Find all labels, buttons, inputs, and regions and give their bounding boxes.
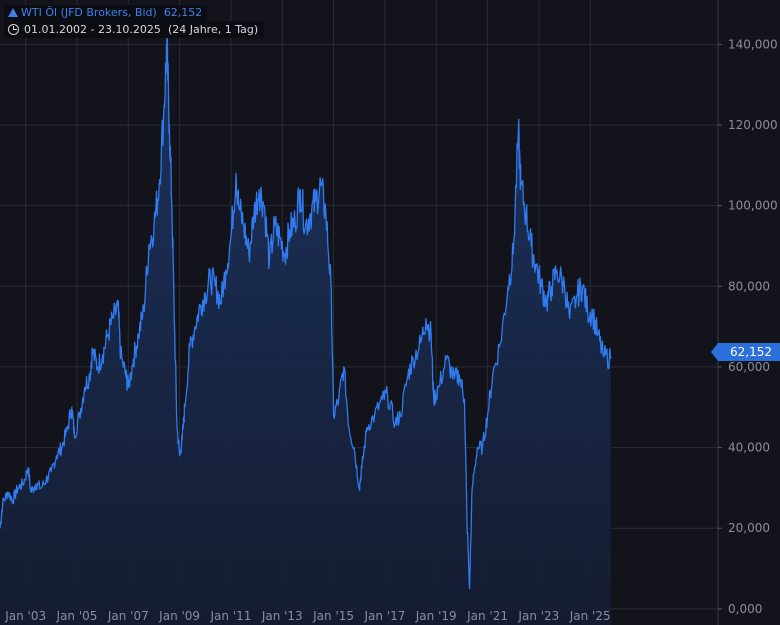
price-line bbox=[0, 34, 612, 590]
y-tick-label: 20,000 bbox=[728, 521, 770, 535]
last-price-value: 62,152 bbox=[730, 345, 772, 359]
x-tick-label: Jan '11 bbox=[209, 609, 251, 623]
y-tick-label: 100,000 bbox=[728, 199, 778, 213]
x-tick-label: Jan '09 bbox=[158, 609, 200, 623]
x-tick-label: Jan '07 bbox=[107, 609, 149, 623]
x-tick-label: Jan '21 bbox=[466, 609, 508, 623]
x-tick-label: Jan '17 bbox=[363, 609, 405, 623]
y-tick-label: 0,000 bbox=[728, 602, 762, 616]
last-price-badge: 62,152 bbox=[711, 343, 780, 361]
x-axis-labels: Jan '03 Jan '05 Jan '07 Jan '09 Jan '11 Jan '… bbox=[4, 609, 610, 623]
y-tick-label: 120,000 bbox=[728, 118, 778, 132]
x-tick-label: Jan '19 bbox=[415, 609, 457, 623]
x-tick-label: Jan '15 bbox=[312, 609, 354, 623]
y-tick-label: 140,000 bbox=[728, 37, 778, 51]
x-tick-label: Jan '23 bbox=[517, 609, 559, 623]
series-title: WTI Öl (JFD Brokers, Bid) bbox=[21, 6, 157, 19]
date-range-selector[interactable]: 01.01.2002 - 23.10.2025 (24 Jahre, 1 Tag… bbox=[4, 21, 265, 38]
mountain-chart-icon bbox=[8, 8, 18, 17]
y-tick-label: 40,000 bbox=[728, 441, 770, 455]
series-last-value: 62,152 bbox=[163, 6, 203, 19]
clock-icon bbox=[8, 24, 19, 35]
y-tick-label: 80,000 bbox=[728, 279, 770, 293]
x-tick-label: Jan '25 bbox=[569, 609, 611, 623]
y-tick-label: 60,000 bbox=[728, 360, 770, 374]
x-tick-label: Jan '13 bbox=[261, 609, 303, 623]
date-range: 01.01.2002 - 23.10.2025 bbox=[24, 23, 161, 36]
period-label: (24 Jahre, 1 Tag) bbox=[167, 23, 259, 36]
series-legend[interactable]: WTI Öl (JFD Brokers, Bid) 62,152 bbox=[4, 5, 208, 21]
x-tick-label: Jan '03 bbox=[4, 609, 46, 623]
price-area bbox=[0, 35, 611, 625]
y-axis-labels: 0,000 20,000 40,000 60,000 80,000 100,000 120,… bbox=[728, 37, 778, 616]
x-tick-label: Jan '05 bbox=[56, 609, 98, 623]
